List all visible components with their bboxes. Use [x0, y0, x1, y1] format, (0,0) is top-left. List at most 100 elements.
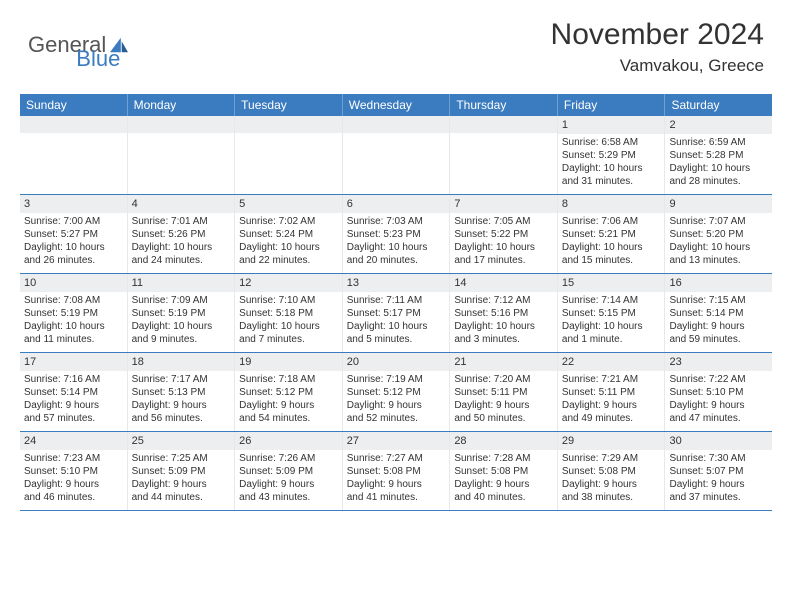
- day-number: 9: [665, 195, 772, 213]
- day-number: [450, 116, 557, 133]
- detail-line: Sunrise: 7:27 AM: [347, 452, 446, 465]
- day-details: Sunrise: 7:18 AMSunset: 5:12 PMDaylight:…: [235, 371, 342, 429]
- detail-line: Sunset: 5:08 PM: [347, 465, 446, 478]
- detail-line: and 20 minutes.: [347, 254, 446, 267]
- detail-line: Sunrise: 7:25 AM: [132, 452, 231, 465]
- day-details: Sunrise: 7:10 AMSunset: 5:18 PMDaylight:…: [235, 292, 342, 350]
- day-details: Sunrise: 7:20 AMSunset: 5:11 PMDaylight:…: [450, 371, 557, 429]
- week-row: 3Sunrise: 7:00 AMSunset: 5:27 PMDaylight…: [20, 195, 772, 274]
- detail-line: and 5 minutes.: [347, 333, 446, 346]
- day-number: 11: [128, 274, 235, 292]
- detail-line: and 59 minutes.: [669, 333, 768, 346]
- day-cell: 25Sunrise: 7:25 AMSunset: 5:09 PMDayligh…: [128, 432, 236, 510]
- detail-line: Sunrise: 7:23 AM: [24, 452, 123, 465]
- detail-line: and 46 minutes.: [24, 491, 123, 504]
- day-number: 15: [558, 274, 665, 292]
- detail-line: Daylight: 9 hours: [24, 399, 123, 412]
- detail-line: and 38 minutes.: [562, 491, 661, 504]
- detail-line: Daylight: 10 hours: [562, 320, 661, 333]
- day-cell: 26Sunrise: 7:26 AMSunset: 5:09 PMDayligh…: [235, 432, 343, 510]
- detail-line: Sunset: 5:20 PM: [669, 228, 768, 241]
- detail-line: and 1 minute.: [562, 333, 661, 346]
- day-details: Sunrise: 6:58 AMSunset: 5:29 PMDaylight:…: [558, 134, 665, 192]
- day-number: 10: [20, 274, 127, 292]
- day-number: 7: [450, 195, 557, 213]
- detail-line: Sunrise: 7:12 AM: [454, 294, 553, 307]
- detail-line: Daylight: 10 hours: [24, 320, 123, 333]
- day-number: 12: [235, 274, 342, 292]
- detail-line: Daylight: 9 hours: [562, 399, 661, 412]
- day-number: 20: [343, 353, 450, 371]
- detail-line: and 50 minutes.: [454, 412, 553, 425]
- week-row: 10Sunrise: 7:08 AMSunset: 5:19 PMDayligh…: [20, 274, 772, 353]
- detail-line: and 22 minutes.: [239, 254, 338, 267]
- day-details: Sunrise: 7:19 AMSunset: 5:12 PMDaylight:…: [343, 371, 450, 429]
- detail-line: Sunset: 5:27 PM: [24, 228, 123, 241]
- detail-line: and 13 minutes.: [669, 254, 768, 267]
- detail-line: Daylight: 9 hours: [347, 399, 446, 412]
- detail-line: and 54 minutes.: [239, 412, 338, 425]
- detail-line: Sunrise: 7:29 AM: [562, 452, 661, 465]
- week-row: 1Sunrise: 6:58 AMSunset: 5:29 PMDaylight…: [20, 116, 772, 195]
- detail-line: Sunset: 5:09 PM: [239, 465, 338, 478]
- day-number: 30: [665, 432, 772, 450]
- day-number: 21: [450, 353, 557, 371]
- detail-line: Sunset: 5:08 PM: [454, 465, 553, 478]
- detail-line: Sunset: 5:23 PM: [347, 228, 446, 241]
- detail-line: Sunset: 5:26 PM: [132, 228, 231, 241]
- detail-line: Sunset: 5:28 PM: [669, 149, 768, 162]
- detail-line: Daylight: 9 hours: [239, 399, 338, 412]
- detail-line: Sunset: 5:12 PM: [239, 386, 338, 399]
- detail-line: Daylight: 10 hours: [239, 241, 338, 254]
- detail-line: Sunset: 5:24 PM: [239, 228, 338, 241]
- detail-line: Sunrise: 6:58 AM: [562, 136, 661, 149]
- week-row: 24Sunrise: 7:23 AMSunset: 5:10 PMDayligh…: [20, 432, 772, 511]
- day-cell: 16Sunrise: 7:15 AMSunset: 5:14 PMDayligh…: [665, 274, 772, 352]
- detail-line: Sunrise: 7:28 AM: [454, 452, 553, 465]
- logo-text-blue: Blue: [76, 46, 120, 72]
- detail-line: and 52 minutes.: [347, 412, 446, 425]
- detail-line: and 41 minutes.: [347, 491, 446, 504]
- detail-line: Sunrise: 7:19 AM: [347, 373, 446, 386]
- detail-line: Daylight: 9 hours: [239, 478, 338, 491]
- day-details: Sunrise: 7:25 AMSunset: 5:09 PMDaylight:…: [128, 450, 235, 508]
- day-cell: 20Sunrise: 7:19 AMSunset: 5:12 PMDayligh…: [343, 353, 451, 431]
- day-cell: 19Sunrise: 7:18 AMSunset: 5:12 PMDayligh…: [235, 353, 343, 431]
- detail-line: Sunrise: 7:20 AM: [454, 373, 553, 386]
- day-cell: 13Sunrise: 7:11 AMSunset: 5:17 PMDayligh…: [343, 274, 451, 352]
- detail-line: Daylight: 10 hours: [669, 162, 768, 175]
- title-block: November 2024 Vamvakou, Greece: [551, 18, 764, 76]
- detail-line: and 24 minutes.: [132, 254, 231, 267]
- day-number: 6: [343, 195, 450, 213]
- detail-line: Sunset: 5:19 PM: [132, 307, 231, 320]
- detail-line: Sunrise: 7:30 AM: [669, 452, 768, 465]
- detail-line: Daylight: 9 hours: [454, 399, 553, 412]
- day-details: Sunrise: 7:05 AMSunset: 5:22 PMDaylight:…: [450, 213, 557, 271]
- detail-line: and 37 minutes.: [669, 491, 768, 504]
- day-details: Sunrise: 7:30 AMSunset: 5:07 PMDaylight:…: [665, 450, 772, 508]
- detail-line: Daylight: 9 hours: [132, 478, 231, 491]
- detail-line: and 43 minutes.: [239, 491, 338, 504]
- detail-line: Sunrise: 7:01 AM: [132, 215, 231, 228]
- detail-line: Daylight: 9 hours: [669, 478, 768, 491]
- day-number: [128, 116, 235, 133]
- day-details: Sunrise: 7:03 AMSunset: 5:23 PMDaylight:…: [343, 213, 450, 271]
- day-cell: 22Sunrise: 7:21 AMSunset: 5:11 PMDayligh…: [558, 353, 666, 431]
- day-cell: 11Sunrise: 7:09 AMSunset: 5:19 PMDayligh…: [128, 274, 236, 352]
- detail-line: Daylight: 9 hours: [562, 478, 661, 491]
- calendar: SundayMondayTuesdayWednesdayThursdayFrid…: [20, 94, 772, 511]
- detail-line: and 9 minutes.: [132, 333, 231, 346]
- day-cell: 4Sunrise: 7:01 AMSunset: 5:26 PMDaylight…: [128, 195, 236, 273]
- detail-line: and 49 minutes.: [562, 412, 661, 425]
- day-number: 22: [558, 353, 665, 371]
- day-number: 29: [558, 432, 665, 450]
- detail-line: Sunrise: 7:02 AM: [239, 215, 338, 228]
- detail-line: Sunset: 5:10 PM: [24, 465, 123, 478]
- detail-line: Sunrise: 6:59 AM: [669, 136, 768, 149]
- day-details: Sunrise: 7:11 AMSunset: 5:17 PMDaylight:…: [343, 292, 450, 350]
- detail-line: Daylight: 10 hours: [454, 320, 553, 333]
- detail-line: and 3 minutes.: [454, 333, 553, 346]
- detail-line: Sunset: 5:08 PM: [562, 465, 661, 478]
- detail-line: and 57 minutes.: [24, 412, 123, 425]
- detail-line: and 47 minutes.: [669, 412, 768, 425]
